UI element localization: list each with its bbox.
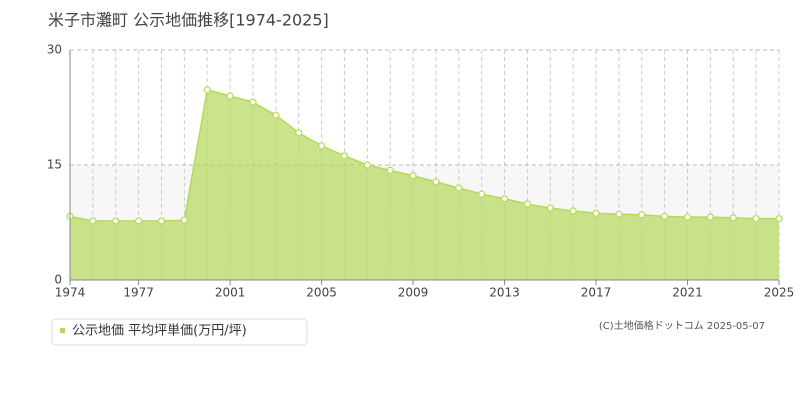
chart-title: 米子市灘町 公示地価推移[1974-2025] bbox=[48, 11, 329, 30]
x-tick-label: 2009 bbox=[398, 286, 429, 300]
copyright: (C)土地価格ドットコム 2025-05-07 bbox=[599, 319, 765, 332]
data-point bbox=[615, 210, 623, 218]
x-tick-label: 1974 bbox=[55, 286, 86, 300]
data-point bbox=[729, 214, 737, 222]
data-point bbox=[638, 211, 646, 219]
data-point bbox=[706, 213, 714, 221]
y-tick-label: 30 bbox=[47, 43, 62, 57]
data-point bbox=[661, 212, 669, 220]
data-point bbox=[775, 215, 783, 223]
data-point bbox=[546, 204, 554, 212]
data-point bbox=[432, 178, 440, 186]
x-tick-label: 1977 bbox=[123, 286, 154, 300]
data-point bbox=[363, 161, 371, 169]
data-point bbox=[157, 217, 166, 225]
data-point bbox=[386, 166, 394, 174]
x-tick-label: 2013 bbox=[489, 286, 520, 300]
y-tick-label: 15 bbox=[47, 158, 62, 172]
data-point bbox=[180, 216, 188, 224]
x-tick-label: 2021 bbox=[672, 286, 703, 300]
data-point bbox=[455, 184, 463, 192]
data-point bbox=[409, 172, 417, 180]
area-line bbox=[69, 88, 779, 222]
data-point bbox=[272, 111, 280, 119]
data-point bbox=[295, 129, 303, 137]
data-point bbox=[683, 213, 692, 221]
data-point bbox=[752, 215, 760, 223]
data-point bbox=[569, 207, 577, 215]
data-point bbox=[500, 195, 509, 203]
data-point bbox=[89, 217, 97, 225]
data-point bbox=[135, 217, 143, 225]
x-tick-label: 2005 bbox=[306, 286, 337, 300]
data-point bbox=[112, 217, 120, 225]
legend-swatch bbox=[60, 328, 65, 333]
data-point bbox=[226, 92, 234, 100]
data-point bbox=[340, 152, 349, 160]
data-point bbox=[478, 190, 486, 198]
x-tick-label: 2017 bbox=[581, 286, 612, 300]
legend-label: 公示地価 平均坪単価(万円/坪) bbox=[72, 323, 247, 339]
y-tick-label: 0 bbox=[54, 273, 62, 287]
data-point bbox=[317, 142, 326, 150]
x-tick-label: 2001 bbox=[215, 286, 246, 300]
area-fill bbox=[70, 89, 779, 280]
data-point bbox=[203, 86, 211, 94]
legend-box bbox=[51, 318, 308, 346]
data-point bbox=[523, 200, 532, 208]
x-tick-label: 2025 bbox=[764, 286, 795, 300]
data-point bbox=[592, 209, 600, 217]
data-point bbox=[249, 98, 257, 106]
